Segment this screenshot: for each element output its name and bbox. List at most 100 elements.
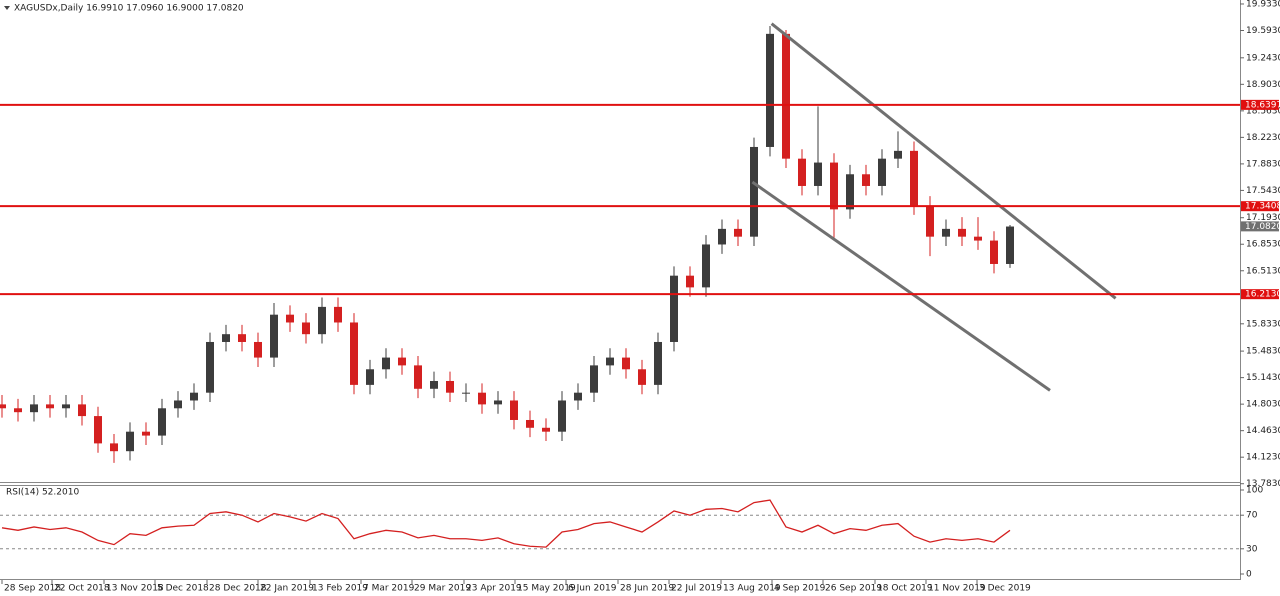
x-tick-label: 13 Nov 2018 [106,584,164,594]
x-tick-label: 28 Jun 2019 [620,584,674,594]
rsi-tick-label: 70 [1246,511,1258,521]
candle-body [718,228,726,245]
y-tick-label: 17.8830 [1246,159,1280,169]
y-tick-label: 17.5430 [1246,186,1280,196]
x-tick-label: 4 Sep 2019 [774,584,826,594]
candle-body [510,400,518,420]
level-label-box [1241,201,1279,212]
rsi-title: RSI(14) 52.2010 [6,488,79,498]
candle-body [414,365,422,389]
candle-body [238,334,246,342]
candle-body [78,404,86,417]
candle-body [862,174,870,186]
x-tick-label: 13 Aug 2019 [723,584,781,594]
level-label-box [1241,99,1279,110]
candle-body [542,427,550,432]
candle-body [382,357,390,370]
x-tick-label: 11 Nov 2019 [928,584,986,594]
candle-body [574,392,582,401]
candle-body [1006,226,1014,264]
x-tick-label: 5 Dec 2018 [157,584,209,594]
candle-body [174,400,182,409]
candle-body [334,306,342,323]
candle-body [766,33,774,147]
x-tick-label: 15 May 2019 [517,584,576,594]
rsi-tick-label: 0 [1246,570,1252,580]
candle-body [30,404,38,413]
trend-line [770,22,1117,300]
candle-body [846,174,854,210]
candle-body [910,150,918,206]
x-tick-label: 22 Jul 2019 [671,584,722,594]
candle-body [158,408,166,436]
candle-body [702,244,710,288]
candle-body [430,380,438,389]
candle-body [654,341,662,385]
y-tick-label: 16.5130 [1246,266,1280,276]
y-tick-label: 15.8330 [1246,319,1280,329]
candle-body [446,380,454,393]
x-tick-label: 7 Mar 2019 [363,584,415,594]
level-label: 17.3408 [1245,202,1280,212]
candle-body [606,357,614,366]
y-tick-label: 14.8030 [1246,400,1280,410]
candle-body [62,404,70,409]
candle-body [814,162,822,186]
candle-body [558,400,566,432]
x-tick-label: 23 Apr 2019 [466,584,522,594]
x-tick-label: 26 Sep 2019 [825,584,882,594]
candle-body [638,369,646,385]
y-tick-label: 14.4630 [1246,426,1280,436]
candle-body [798,158,806,186]
candle-body [14,408,22,413]
y-tick-label: 18.9030 [1246,80,1280,90]
candle-body [142,431,150,436]
candle-body [894,150,902,159]
candle-body [94,416,102,444]
y-tick-label: 15.1430 [1246,373,1280,383]
candle-body [494,400,502,405]
y-tick-label: 18.5630 [1246,106,1280,116]
chart-title: XAGUSDx,Daily 16.9910 17.0960 16.9000 17… [14,4,244,14]
y-tick-label: 17.1930 [1246,213,1280,223]
y-tick-label: 16.8530 [1246,240,1280,250]
candle-body [286,314,294,323]
candle-body [942,228,950,237]
candle-body [270,314,278,358]
y-tick-label: 19.5930 [1246,26,1280,36]
candle-body [206,341,214,393]
x-tick-label: 6 Jun 2019 [568,584,617,594]
candle-body [46,404,54,409]
x-tick-label: 29 Mar 2019 [414,584,471,594]
candle-body [526,419,534,428]
menu-arrow[interactable] [4,6,10,10]
rsi-tick-label: 100 [1246,486,1263,496]
x-tick-label: 22 Oct 2018 [54,584,110,594]
candle-body [750,146,758,237]
candle-body [878,158,886,186]
level-label-box [1241,289,1279,300]
x-tick-label: 28 Sep 2018 [4,584,61,594]
candle-body [958,228,966,237]
x-tick-label: 13 Feb 2019 [312,584,368,594]
candle-body [926,205,934,237]
candle-body [670,275,678,342]
candle-body [974,236,982,241]
y-tick-label: 14.1230 [1246,453,1280,463]
candle-body [126,431,134,452]
rsi-line [1,499,1011,548]
candle-body [990,240,998,264]
candle-body [734,228,742,237]
level-label: 16.2130 [1245,290,1280,300]
candle-body [350,322,358,385]
current-price-box [1241,221,1279,232]
candle-body [590,365,598,393]
x-tick-label: 3 Dec 2019 [979,584,1031,594]
rsi-tick-label: 30 [1246,544,1258,554]
candle-body [462,392,470,394]
candle-body [686,275,694,288]
y-tick-label: 19.2430 [1246,53,1280,63]
candle-body [110,443,118,452]
current-price-label: 17.0820 [1245,222,1280,232]
